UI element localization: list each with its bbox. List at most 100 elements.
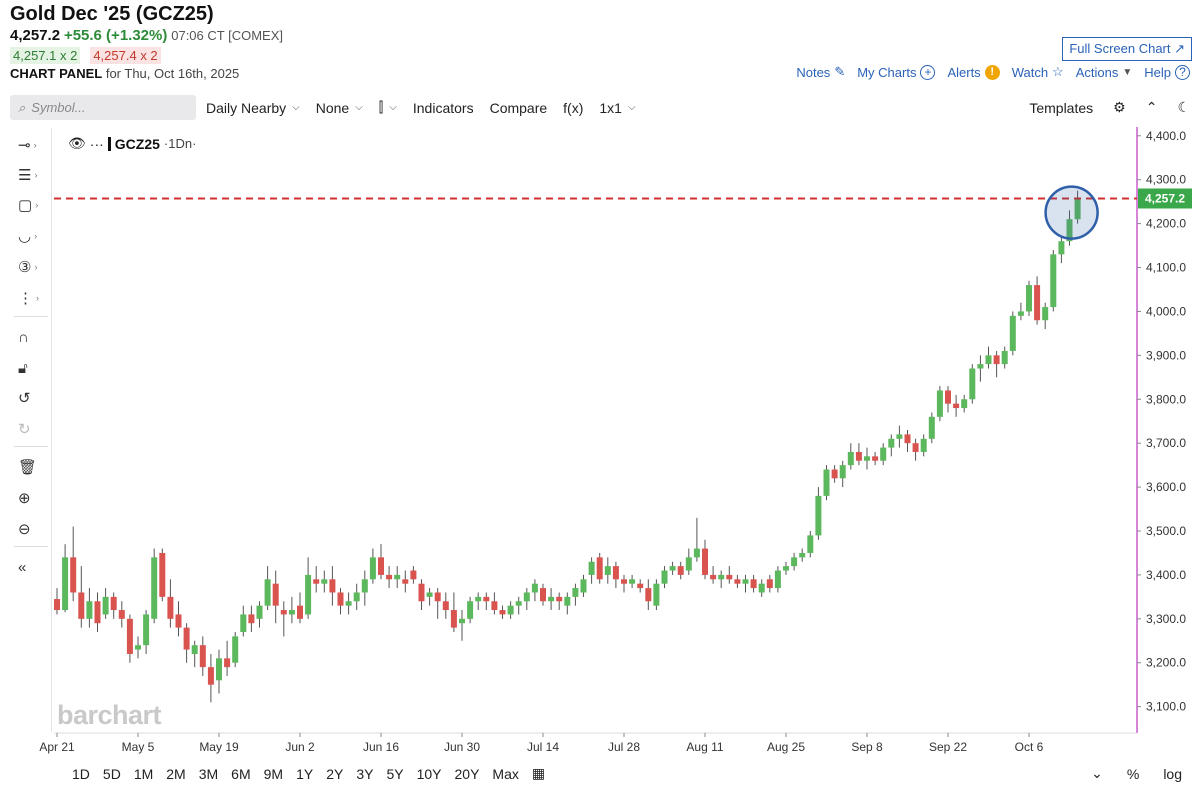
candle-body [1066, 219, 1073, 242]
indicators-button[interactable]: Indicators [412, 99, 474, 116]
legend-menu[interactable]: ··· [89, 135, 104, 152]
y-tick-label: 3,700.0 [1146, 436, 1186, 450]
y-tick-label: 4,100.0 [1146, 261, 1186, 275]
candle-body [199, 645, 206, 668]
x-tick-label: Aug 25 [767, 740, 805, 754]
range-button-1y[interactable]: 1Y [296, 765, 314, 782]
last-price-badge-label: 4,257.2 [1145, 191, 1185, 205]
curve-tool-icon[interactable]: ◡ › [18, 228, 38, 245]
candle-body [653, 583, 660, 606]
full-screen-chart-button[interactable]: Full Screen Chart ↗ [1062, 37, 1192, 61]
candle-body [143, 614, 150, 646]
pattern-tool-icon[interactable]: ⋮ › [18, 290, 39, 307]
candle-body [621, 579, 627, 584]
line-tool-icon[interactable]: ⊸ › [18, 137, 37, 154]
help-link[interactable]: Help? [1144, 64, 1190, 80]
redo-icon[interactable]: ↻ [18, 421, 31, 438]
dark-mode-icon[interactable]: ☾ [1177, 99, 1190, 115]
range-button-9m[interactable]: 9M [263, 765, 284, 782]
range-button-2m[interactable]: 2M [166, 765, 186, 782]
fib-tool-icon[interactable]: ☰ › [18, 167, 38, 184]
watch-link[interactable]: Watch ☆ [1012, 64, 1064, 80]
undo-icon[interactable]: ↺ [18, 390, 31, 407]
expand-down-icon[interactable]: ⌄ [1091, 765, 1103, 781]
overlay-dropdown[interactable]: None ⌵ [316, 100, 363, 116]
candle-body [1034, 285, 1041, 321]
bid-value: 4,257.1 x 2 [10, 47, 81, 64]
range-selector: 1D 5D 1M 2M 3M 6M 9M 1Y 2Y 3Y 5Y 10Y 20Y Max ▦ [72, 765, 545, 782]
aggregation-dropdown[interactable]: Daily Nearby ⌵ [206, 100, 300, 116]
trash-icon[interactable]: 🗑︎ [18, 459, 38, 476]
collapse-tools-icon[interactable]: « [18, 558, 27, 576]
counter-tool-icon[interactable]: ③ › [18, 259, 38, 276]
symbol-search-input[interactable]: ⌕ Symbol... [10, 95, 196, 120]
templates-button[interactable]: Templates [1029, 99, 1094, 116]
candle-body [434, 592, 441, 602]
eye-icon[interactable]: 👁︎ [68, 135, 86, 151]
last-price: 4,257.2 [10, 27, 61, 44]
help-icon: ? [1175, 64, 1190, 80]
percent-toggle[interactable]: % [1126, 765, 1140, 782]
candle-body [1074, 198, 1081, 220]
actions-link[interactable]: Actions ▼ [1076, 65, 1133, 80]
candle-body [183, 627, 190, 650]
candle-body [483, 596, 490, 602]
candle-body [288, 610, 295, 615]
range-button-3m[interactable]: 3M [198, 765, 219, 782]
range-button-20y[interactable]: 20Y [454, 765, 480, 782]
range-button-3y[interactable]: 3Y [356, 765, 374, 782]
range-button-10y[interactable]: 10Y [416, 765, 442, 782]
range-button-5d[interactable]: 5D [102, 765, 121, 782]
candle-body [945, 390, 951, 404]
candle-body [126, 618, 133, 654]
notes-link[interactable]: Notes ✎ [796, 64, 845, 80]
range-button-6m[interactable]: 6M [231, 765, 251, 782]
function-button[interactable]: f(x) [563, 99, 584, 116]
range-button-2y[interactable]: 2Y [326, 765, 344, 782]
alerts-link[interactable]: Alerts! [947, 64, 1000, 80]
candle-body [718, 574, 725, 580]
candle-body [191, 645, 198, 654]
range-button-1m[interactable]: 1M [133, 765, 154, 782]
x-tick-label: Sep 22 [929, 740, 967, 754]
candle-body [450, 610, 457, 628]
y-tick-label: 3,900.0 [1146, 348, 1186, 362]
candle-body [612, 566, 619, 580]
candle-body [110, 596, 117, 611]
range-button-5y[interactable]: 5Y [386, 765, 404, 782]
range-button-max[interactable]: Max [492, 765, 519, 782]
candle-body [507, 605, 514, 615]
gear-icon[interactable]: ⚙ [1113, 99, 1126, 115]
zoom-in-icon[interactable]: ⊕ [18, 490, 31, 507]
chart-type-dropdown[interactable]: ⫿ ⌵ [379, 99, 397, 116]
candle-body [872, 456, 879, 461]
shape-tool-icon[interactable]: ▢ › [18, 197, 39, 214]
my-charts-link[interactable]: My Charts + [857, 64, 936, 80]
candle-body [855, 451, 862, 461]
x-tick-label: May 5 [122, 740, 155, 754]
candle-body [175, 614, 182, 628]
candle-body [685, 557, 692, 571]
layout-dropdown[interactable]: 1x1 ⌵ [599, 100, 635, 116]
range-button-1d[interactable]: 1D [72, 765, 90, 782]
zoom-out-icon[interactable]: ⊖ [18, 521, 31, 538]
alert-icon: ! [984, 64, 1000, 80]
aggregation-label: Daily Nearby [206, 99, 287, 116]
unlock-icon[interactable]: 🔓︎ [18, 359, 28, 377]
candle-body [758, 583, 765, 593]
y-tick-label: 4,300.0 [1146, 173, 1186, 187]
candle-body [556, 596, 563, 602]
collapse-icon[interactable]: ⌃ [1145, 99, 1158, 115]
candle-body [961, 399, 968, 409]
candle-body [1042, 307, 1049, 321]
x-tick-label: Jul 28 [608, 740, 640, 754]
compare-button[interactable]: Compare [489, 99, 548, 116]
candle-body [936, 390, 943, 417]
calendar-icon[interactable]: ▦ [531, 765, 546, 781]
candle-body [645, 588, 652, 602]
candle-body [823, 469, 830, 496]
candle-body [159, 552, 166, 597]
magnet-icon[interactable]: ∩ [18, 328, 29, 346]
log-toggle[interactable]: log [1163, 765, 1182, 782]
